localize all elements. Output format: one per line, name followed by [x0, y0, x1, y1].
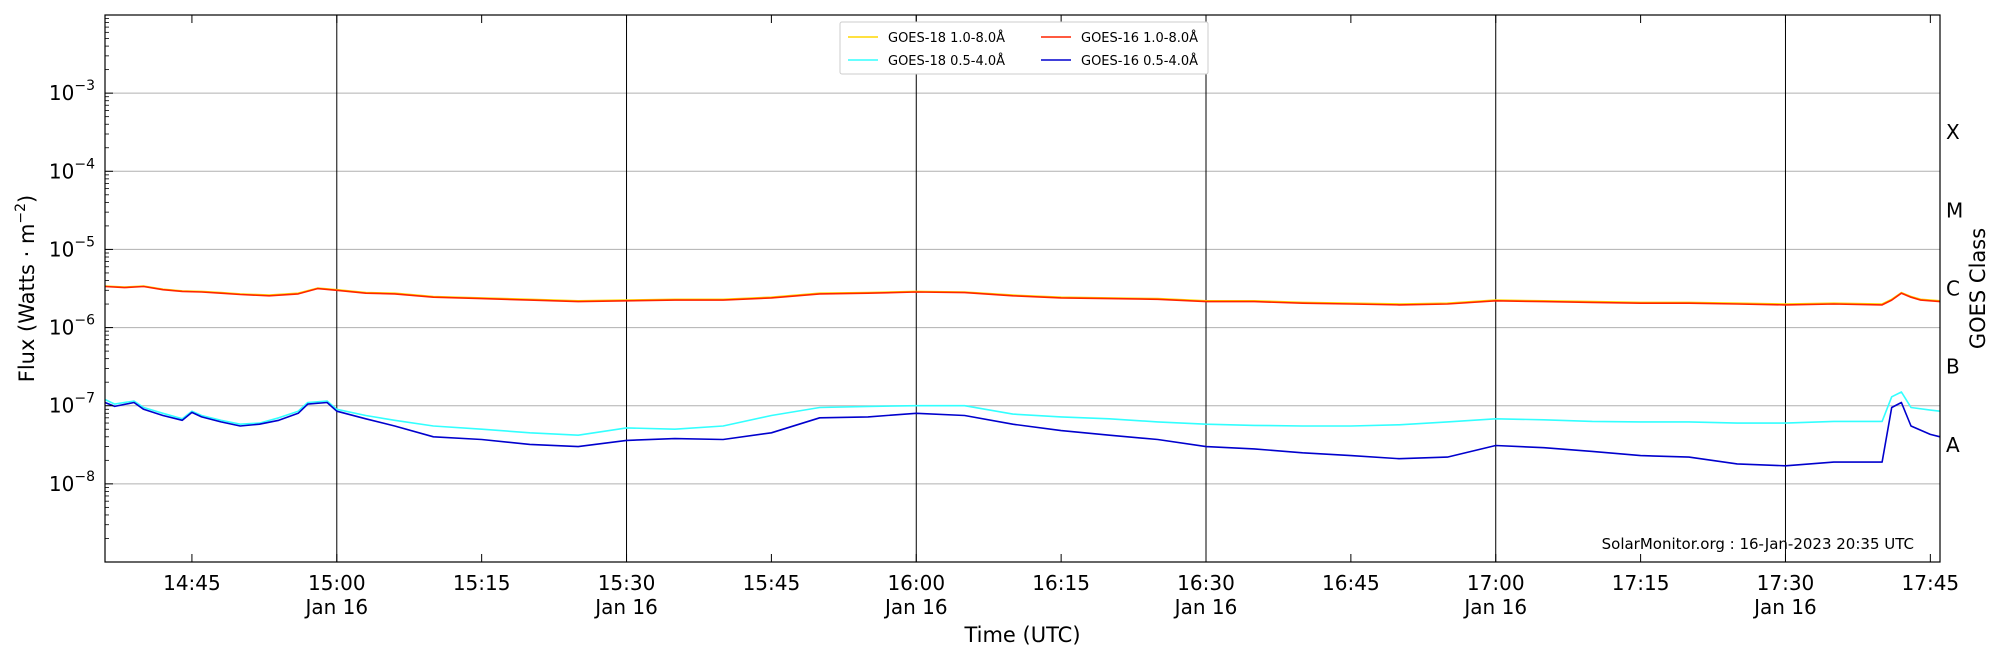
y-tick-base: 10	[49, 472, 74, 496]
x-tick-label: 16:45	[1322, 571, 1380, 595]
x-tick-date-label: Jan 16	[883, 595, 948, 619]
y-tick-base: 10	[49, 81, 74, 105]
x-axis-title: Time (UTC)	[963, 623, 1080, 647]
legend-label: GOES-18 1.0-8.0Å	[888, 30, 1005, 46]
y-axis-title-main: Flux (Watts · m	[15, 224, 39, 383]
day-boundary-lines	[336, 15, 1786, 562]
y-tick-label: 10−6	[49, 313, 95, 340]
y-tick-base: 10	[49, 394, 74, 418]
y-tick-base: 10	[49, 316, 74, 340]
grid-layer	[105, 92, 1940, 485]
goes-class-label: A	[1946, 433, 1960, 457]
y-tick-exponent: −6	[74, 313, 95, 329]
y-tick-base: 10	[49, 159, 74, 183]
y-tick-exponent: −4	[74, 156, 95, 172]
x-tick-label: 16:30	[1177, 571, 1235, 595]
x-tick-label: 15:45	[743, 571, 801, 595]
series-line-1	[104, 285, 1941, 305]
y-axis-title: Flux (Watts · m−2)	[13, 195, 39, 383]
y-tick-label: 10−7	[49, 391, 95, 418]
x-tick-label: 17:30	[1757, 571, 1815, 595]
series-layer	[104, 285, 1941, 467]
goes-class-label: M	[1946, 198, 1963, 222]
tick-layer	[105, 15, 1931, 562]
y-tick-label: 10−4	[49, 156, 95, 183]
y-tick-base: 10	[49, 237, 74, 261]
y-tick-label: 10−8	[49, 469, 95, 496]
series-line-4	[104, 401, 1941, 467]
legend: GOES-18 1.0-8.0Å GOES-18 0.5-4.0Å GOES-16 …	[839, 21, 1209, 75]
x-tick-label: 17:15	[1612, 571, 1670, 595]
series-line-3	[104, 285, 1941, 306]
x-tick-label: 14:45	[163, 571, 221, 595]
y-tick-exponent: −3	[74, 78, 95, 94]
x-tick-label: 15:15	[453, 571, 511, 595]
x-tick-date-label: Jan 16	[303, 595, 368, 619]
plot-frame	[104, 14, 1941, 563]
x-tick-label: 16:15	[1032, 571, 1090, 595]
y-tick-exponent: −8	[74, 469, 95, 485]
y-tick-label: 10−5	[49, 234, 95, 261]
x-tick-date-label: Jan 16	[1173, 595, 1238, 619]
x-tick-label: 15:00	[308, 571, 366, 595]
y-tick-label: 10−3	[49, 78, 95, 105]
credit-text: SolarMonitor.org : 16-Jan-2023 20:35 UTC	[1602, 535, 1914, 553]
x-tick-label: 17:45	[1902, 571, 1960, 595]
x-tick-label: 15:30	[598, 571, 656, 595]
x-tick-date-label: Jan 16	[593, 595, 658, 619]
y-axis-title-exponent: −2	[13, 203, 29, 224]
series-line-2	[104, 391, 1941, 437]
legend-label: GOES-18 0.5-4.0Å	[888, 53, 1005, 69]
legend-box	[839, 21, 1209, 75]
goes-class-axis-title: GOES Class	[1966, 228, 1990, 349]
y-tick-exponent: −5	[74, 234, 95, 250]
legend-label: GOES-16 0.5-4.0Å	[1081, 53, 1198, 69]
x-tick-label: 17:00	[1467, 571, 1525, 595]
x-tick-date-label: Jan 16	[1462, 595, 1527, 619]
y-tick-exponent: −7	[74, 391, 95, 407]
x-tick-label: 16:00	[887, 571, 945, 595]
goes-class-label: B	[1946, 355, 1960, 379]
x-tick-date-label: Jan 16	[1752, 595, 1817, 619]
legend-label: GOES-16 1.0-8.0Å	[1081, 30, 1198, 46]
goes-class-label: X	[1946, 120, 1960, 144]
y-axis-title-close: )	[15, 195, 39, 203]
goes-class-label: C	[1946, 277, 1960, 301]
